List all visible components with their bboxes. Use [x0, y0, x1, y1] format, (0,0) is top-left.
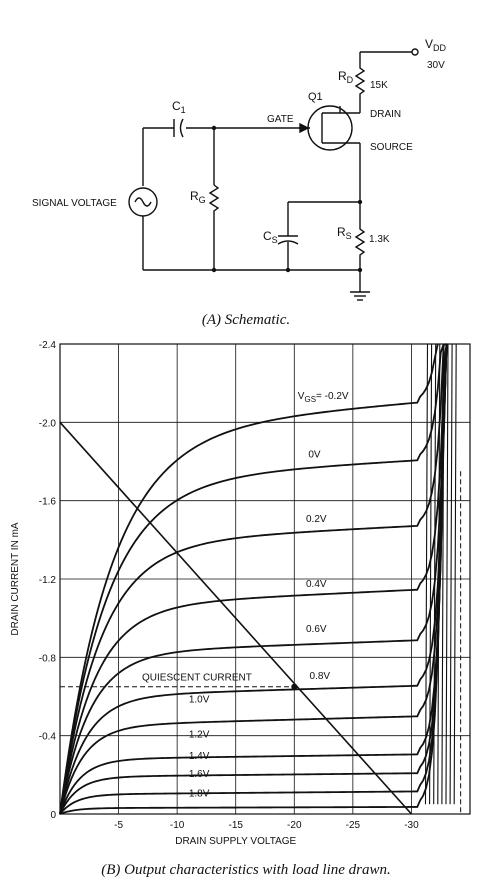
- x-axis-label: DRAIN SUPPLY VOLTAGE: [175, 836, 296, 847]
- output-characteristics-chart: -5 -10 -15 -20 -25 -30 0 -0.4 -0.8 -1.2 -1.6 -2.0 -2…: [10, 340, 471, 847]
- x-tick-label: -15: [228, 820, 243, 831]
- chart-labels: QUIESCENT CURRENT VGS= -0.2V 0V 0.2V 0.4V 0.6…: [142, 391, 349, 800]
- q1-label: Q1: [308, 91, 323, 103]
- characteristic-curve: [59, 343, 448, 815]
- gate-label: GATE: [267, 114, 294, 125]
- characteristic-curve: [59, 343, 445, 815]
- curve-label: 1.8V: [189, 788, 210, 799]
- breakdown-line: [429, 343, 433, 805]
- rd-value: 15K: [370, 80, 388, 91]
- characteristic-curve: [59, 343, 448, 815]
- rg-label: RG: [190, 189, 206, 205]
- breakdown-line: [445, 343, 449, 805]
- y-tick-label: -2.0: [39, 418, 57, 429]
- curve-label: 0.6V: [306, 624, 327, 635]
- curve-label: 0.2V: [306, 514, 327, 525]
- y-tick-label: 0: [50, 810, 56, 821]
- x-tick-label: -30: [404, 820, 419, 831]
- y-axis-label: DRAIN CURRENT IN mA: [10, 522, 21, 635]
- characteristic-curve: [59, 343, 448, 815]
- rs-label: RS: [337, 225, 352, 241]
- x-tick-label: -5: [114, 820, 123, 831]
- x-tick-label: -25: [346, 820, 361, 831]
- characteristic-curve: [59, 343, 448, 815]
- y-tick-label: -0.8: [39, 653, 57, 664]
- curve-label: 1.4V: [189, 751, 210, 762]
- y-tick-label: -1.2: [39, 575, 57, 586]
- curve-label: 1.2V: [189, 730, 210, 741]
- load-line: [59, 421, 413, 815]
- curve-label: 1.6V: [189, 769, 210, 780]
- curve-label: 1.0V: [189, 694, 210, 705]
- characteristic-curve: [59, 343, 439, 815]
- drain-label: DRAIN: [370, 109, 401, 120]
- x-tick-label: -20: [287, 820, 302, 831]
- cs-label: CS: [263, 229, 278, 245]
- breakdown-line: [437, 343, 441, 805]
- c1-label: C1: [172, 99, 186, 115]
- y-tick-label: -0.4: [39, 732, 57, 743]
- schematic-diagram: VDD 30V RD 15K Q1 DRAIN SOURCE GATE C1 R…: [32, 37, 447, 301]
- curve-label: 0V: [308, 450, 321, 461]
- quiescent-point: [291, 683, 298, 690]
- chart-ticks: -5 -10 -15 -20 -25 -30 0 -0.4 -0.8 -1.2 -1.6 -2.0 -2…: [39, 340, 419, 831]
- quiescent-label: QUIESCENT CURRENT: [142, 673, 252, 684]
- breakdown-line: [433, 343, 437, 805]
- breakdown-line: [441, 343, 445, 805]
- vdd-value: 30V: [427, 60, 445, 71]
- chart-curves: [59, 343, 462, 815]
- characteristic-curve: [59, 343, 448, 815]
- rd-label: RD: [338, 69, 354, 85]
- source-label: SOURCE: [370, 142, 413, 153]
- vdd-label: VDD: [425, 37, 447, 53]
- characteristic-curve: [59, 343, 448, 815]
- curve-label: VGS= -0.2V: [298, 391, 349, 404]
- x-tick-label: -10: [170, 820, 185, 831]
- caption-schematic: (A) Schematic.: [201, 312, 291, 328]
- breakdown-line: [424, 343, 429, 805]
- characteristic-curve: [59, 343, 447, 815]
- chart-grid: [59, 343, 471, 815]
- breakdown-line: [449, 343, 453, 805]
- y-tick-label: -1.6: [39, 497, 57, 508]
- y-tick-label: -2.4: [39, 340, 57, 351]
- characteristic-curve: [59, 343, 448, 815]
- characteristic-curve: [59, 343, 448, 815]
- rs-value: 1.3K: [369, 234, 390, 245]
- curve-label: 0.8V: [310, 671, 331, 682]
- signal-voltage-label: SIGNAL VOLTAGE: [32, 198, 117, 209]
- breakdown-line: [453, 343, 457, 805]
- caption-characteristics: (B) Output characteristics with load lin…: [101, 862, 391, 878]
- curve-label: 0.4V: [306, 579, 327, 590]
